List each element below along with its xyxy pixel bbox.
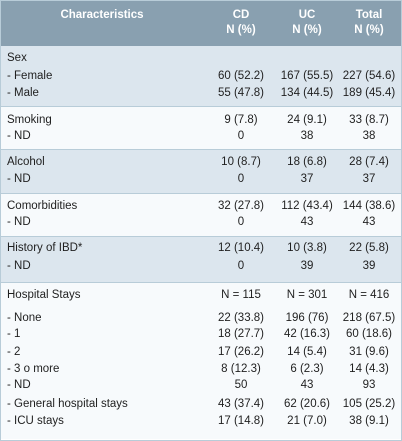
- cell-total: 189 (45.4): [342, 87, 396, 99]
- cell-total: 14 (4.3): [349, 363, 389, 375]
- cell-total: 60 (18.6): [345, 328, 393, 340]
- cell-cd: 22 (33.8): [217, 312, 265, 324]
- table-section: [1, 282, 401, 439]
- row-label: - General hospital stays: [7, 398, 128, 410]
- row-label: - ND: [7, 216, 31, 228]
- cell-uc: 39: [300, 260, 314, 272]
- section-divider: [1, 282, 401, 283]
- cell-total: 33 (8.7): [349, 114, 389, 126]
- row-label: - 3 o more: [7, 363, 60, 375]
- section-divider: [1, 106, 401, 107]
- cell-uc: 43: [300, 379, 314, 391]
- cell-cd: 43 (37.4): [217, 398, 265, 410]
- cell-total: 93: [362, 379, 376, 391]
- row-label: - ND: [7, 173, 31, 185]
- cell-uc: 37: [300, 173, 314, 185]
- header-total: Total N (%): [339, 1, 399, 46]
- header-total-label: Total: [355, 9, 383, 21]
- cell-cd: 55 (47.8): [217, 87, 265, 99]
- header-uc: UC N (%): [277, 1, 337, 46]
- cell-uc: 21 (7.0): [287, 415, 327, 427]
- row-label: - 1: [7, 328, 21, 340]
- cell-total: 227 (54.6): [342, 70, 396, 82]
- header-characteristics: Characteristics: [1, 1, 203, 46]
- table-section: [1, 193, 401, 236]
- header-total-unit: N (%): [354, 24, 384, 36]
- row-label: - Male: [7, 87, 39, 99]
- cell-cd: 17 (26.2): [217, 346, 265, 358]
- row-label: Comorbidities: [7, 200, 78, 212]
- cell-uc: N = 301: [286, 289, 328, 301]
- cell-uc: 42 (16.3): [283, 328, 331, 340]
- row-label: Alcohol: [7, 156, 45, 168]
- cell-cd: 32 (27.8): [217, 200, 265, 212]
- cell-total: 31 (9.6): [349, 346, 389, 358]
- cell-total: 105 (25.2): [342, 398, 396, 410]
- cell-cd: 60 (52.2): [217, 70, 265, 82]
- cell-uc: 196 (76): [285, 312, 329, 324]
- table-section: [1, 46, 401, 106]
- table-section: [1, 236, 401, 282]
- cell-uc: 134 (44.5): [280, 87, 334, 99]
- cell-uc: 10 (3.8): [287, 242, 327, 254]
- header-uc-label: UC: [298, 9, 316, 21]
- cell-uc: 62 (20.6): [283, 398, 331, 410]
- cell-cd: 12 (10.4): [217, 242, 265, 254]
- cell-cd: N = 115: [221, 289, 261, 301]
- cell-uc: 6 (2.3): [290, 363, 324, 375]
- cell-cd: 8 (12.3): [221, 363, 261, 375]
- cell-cd: 0: [237, 260, 245, 272]
- cell-total: 144 (38.6): [342, 200, 396, 212]
- row-label: - ND: [7, 130, 31, 142]
- cell-uc: 14 (5.4): [287, 346, 327, 358]
- header-cd: CD N (%): [211, 1, 271, 46]
- table-section: [1, 106, 401, 149]
- row-label: - 2: [7, 346, 21, 358]
- cell-total: 39: [362, 260, 376, 272]
- row-label: - None: [7, 312, 42, 324]
- row-label: - Female: [7, 70, 53, 82]
- cell-uc: 38: [300, 130, 314, 142]
- cell-cd: 0: [237, 216, 245, 228]
- cell-uc: 112 (43.4): [281, 200, 333, 212]
- table-header: Characteristics CD N (%) UC N (%) Total …: [1, 1, 401, 46]
- cell-cd: 10 (8.7): [221, 156, 261, 168]
- cell-cd: 9 (7.8): [224, 114, 258, 126]
- cell-total: 38: [362, 130, 376, 142]
- row-label: Hospital Stays: [7, 289, 81, 301]
- cell-cd: 17 (14.8): [217, 415, 265, 427]
- header-characteristics-label: Characteristics: [60, 9, 144, 21]
- cell-cd: 50: [234, 379, 248, 391]
- section-divider: [1, 236, 401, 237]
- header-cd-unit: N (%): [226, 24, 256, 36]
- cell-total: 43: [362, 216, 376, 228]
- cell-uc: 167 (55.5): [280, 70, 334, 82]
- row-label: Sex: [7, 52, 27, 64]
- row-label: Smoking: [7, 114, 52, 126]
- row-label: History of IBD*: [7, 242, 83, 254]
- row-label: - ND: [7, 260, 31, 272]
- cell-total: 38 (9.1): [349, 415, 389, 427]
- cell-cd: 18 (27.7): [217, 328, 265, 340]
- cell-uc: 18 (6.8): [287, 156, 327, 168]
- section-divider: [1, 193, 401, 194]
- cell-uc: 24 (9.1): [287, 114, 327, 126]
- cell-cd: 0: [237, 130, 245, 142]
- cell-total: 37: [362, 173, 376, 185]
- cell-total: 22 (5.8): [349, 242, 389, 254]
- header-uc-unit: N (%): [292, 24, 322, 36]
- cell-total: 218 (67.5): [342, 312, 396, 324]
- row-label: - ICU stays: [7, 415, 64, 427]
- cell-uc: 43: [300, 216, 314, 228]
- section-divider: [1, 149, 401, 150]
- cell-cd: 0: [237, 173, 245, 185]
- cell-total: N = 416: [348, 289, 390, 301]
- header-cd-label: CD: [232, 9, 250, 21]
- row-label: - ND: [7, 379, 31, 391]
- table-section: [1, 149, 401, 193]
- cell-total: 28 (7.4): [349, 156, 389, 168]
